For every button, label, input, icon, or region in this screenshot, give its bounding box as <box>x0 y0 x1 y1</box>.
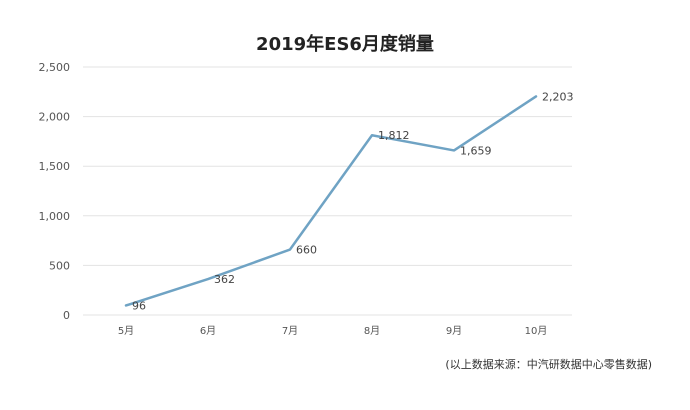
y-tick-label: 0 <box>63 309 70 322</box>
y-axis-ticks: 0 500 1,000 1,500 2,000 2,500 <box>39 61 71 322</box>
data-label: 660 <box>296 244 317 257</box>
source-note: (以上数据来源：中汽研数据中心零售数据) <box>445 358 652 371</box>
series-line-path <box>124 95 538 307</box>
data-labels: 96 362 660 1,812 1,659 2,203 <box>132 90 574 312</box>
y-tick-label: 1,000 <box>39 210 71 223</box>
chart-title: 2019年ES6月度销量 <box>256 34 434 55</box>
x-tick-label: 8月 <box>364 325 380 337</box>
x-axis-ticks: 5月 6月 7月 8月 9月 10月 <box>118 325 548 337</box>
y-tick-label: 1,500 <box>39 160 71 173</box>
x-tick-label: 7月 <box>282 325 298 337</box>
x-tick-label: 5月 <box>118 325 134 337</box>
x-tick-label: 6月 <box>200 325 216 337</box>
gridlines <box>83 66 572 316</box>
series-line <box>124 95 538 307</box>
data-label: 1,659 <box>460 144 492 157</box>
y-tick-label: 2,000 <box>39 111 71 124</box>
y-tick-label: 2,500 <box>39 61 71 74</box>
data-label: 362 <box>214 273 235 286</box>
data-label: 1,812 <box>378 129 410 142</box>
x-tick-label: 9月 <box>446 325 462 337</box>
data-label: 2,203 <box>542 90 574 103</box>
data-label: 96 <box>132 299 146 312</box>
y-tick-label: 500 <box>49 259 70 272</box>
x-tick-label: 10月 <box>525 325 548 337</box>
